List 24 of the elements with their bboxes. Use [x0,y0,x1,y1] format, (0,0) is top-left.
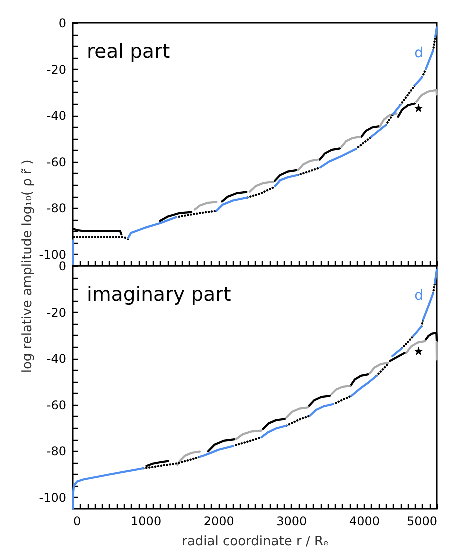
x-tick-label: 3000 [276,514,308,528]
y-tick-label: -20 [46,62,66,77]
y-tick-label: -80 [46,444,66,459]
x-tick-label: 1000 [131,514,162,528]
y-tick-label: 0 [58,16,66,30]
y-tick-label: -60 [46,398,66,412]
y-tick-label: -80 [46,202,66,216]
series-label: d [414,46,424,62]
y-tick-label: -20 [46,306,66,320]
x-tick-label: 4000 [349,514,380,528]
annotation: imaginary part [87,283,232,306]
x-tick-label: 5000 [406,514,438,528]
y-tick-label: -60 [46,155,66,170]
y-tick-label: -100 [39,490,66,505]
x-axis-title: radial coordinate r / Rₑ [182,534,329,550]
y-tick-label: -40 [46,109,66,124]
y-tick-label: -100 [39,248,66,262]
series-label: d [414,288,424,304]
y-axis-title: log relative amplitude log₁₀( ρ r̃ ) [20,160,36,374]
x-tick-label: 0 [74,514,82,528]
x-tick-label: 2000 [204,514,234,528]
annotation: real part [87,40,170,63]
y-tick-label: -40 [46,352,66,366]
y-tick-label: 0 [58,260,66,274]
